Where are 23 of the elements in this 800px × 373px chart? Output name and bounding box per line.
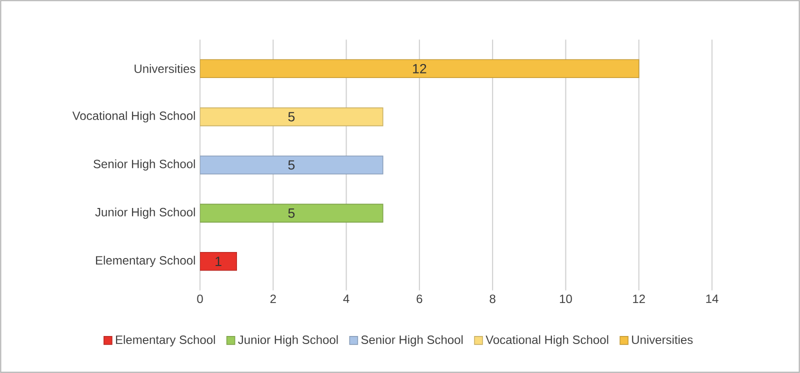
y-tick-label: Junior High School	[95, 208, 195, 219]
data-label: 5	[288, 112, 295, 122]
x-tick-label: 2	[270, 294, 276, 303]
y-tick-label: Senior High School	[94, 159, 195, 171]
legend-label: Universities	[632, 335, 693, 344]
legend-label: Junior High School	[238, 335, 338, 346]
x-tick-label: 8	[490, 294, 496, 304]
x-tick-label: 4	[343, 294, 350, 303]
legend-label: Elementary School	[116, 335, 215, 346]
x-tick-label: 12	[633, 294, 645, 303]
y-tick-label: Universities	[134, 64, 196, 74]
x-tick-label: 0	[197, 294, 203, 304]
data-label: 12	[413, 64, 426, 74]
legend-label: Vocational High School	[486, 335, 608, 346]
data-label: 5	[288, 160, 295, 170]
x-tick-label: 6	[416, 294, 422, 304]
y-tick-label: Vocational High School	[72, 111, 195, 122]
data-label: 1	[216, 256, 222, 266]
x-tick-label: 10	[560, 294, 572, 304]
data-label: 5	[288, 208, 295, 218]
y-tick-label: Elementary School	[96, 256, 195, 267]
legend-label: Senior High School	[361, 335, 463, 346]
x-tick-label: 14	[706, 294, 718, 303]
